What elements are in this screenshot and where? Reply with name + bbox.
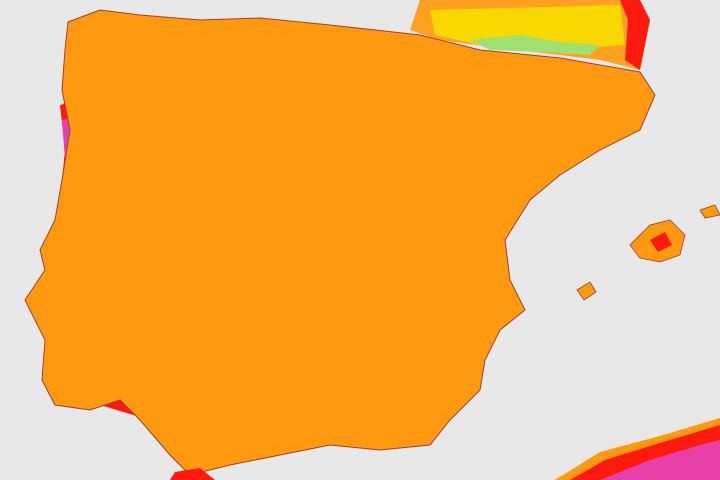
france-yellow: [430, 5, 625, 50]
menorca: [699, 204, 720, 219]
ibiza: [576, 281, 597, 301]
north-africa-coast: [555, 418, 720, 480]
france-red-coast: [620, 0, 650, 70]
pyrenees-cool: [470, 35, 600, 55]
mallorca-inner: [650, 232, 672, 252]
north-africa-magenta: [600, 440, 720, 480]
morocco-tip: [170, 468, 215, 480]
